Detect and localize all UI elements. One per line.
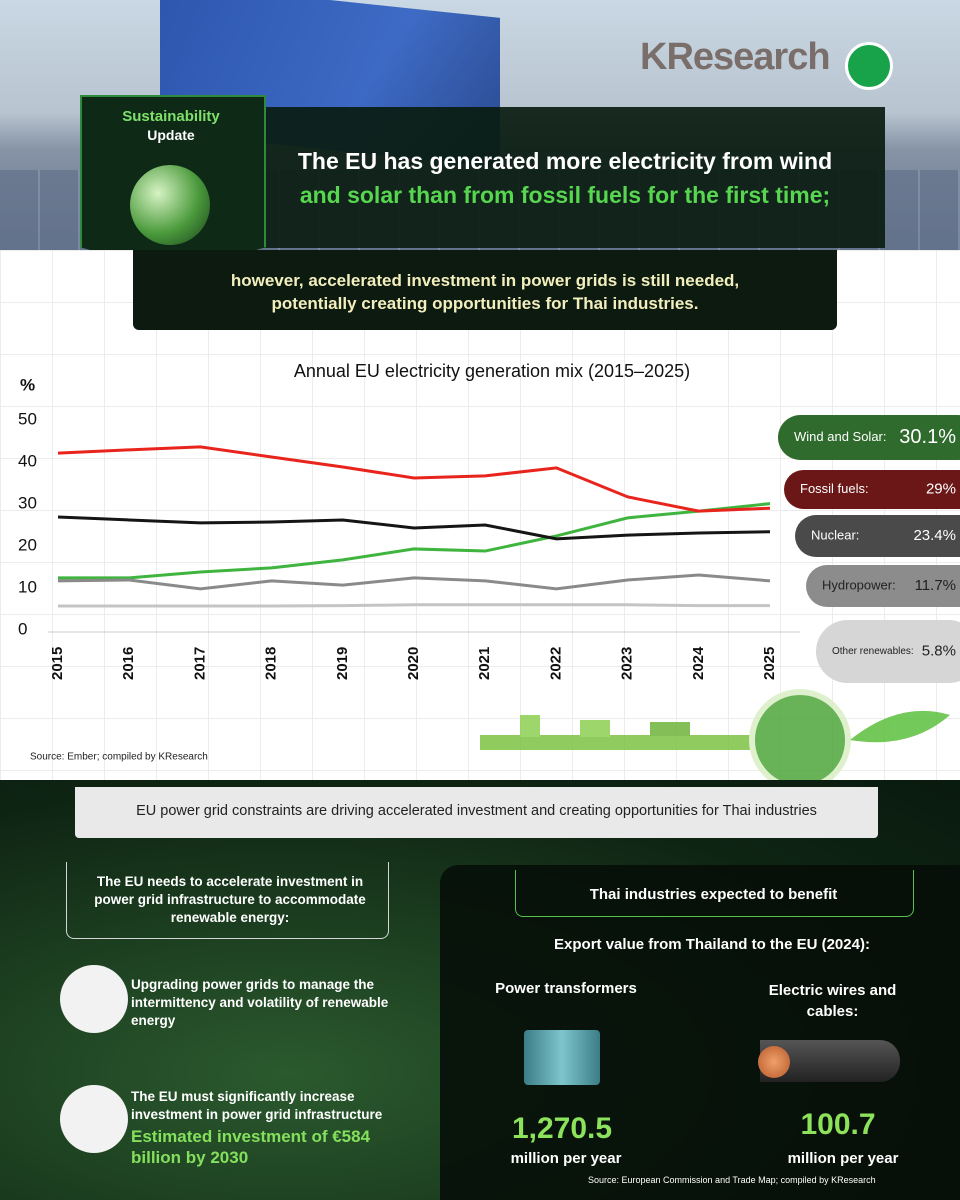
legend-label: Wind and Solar:: [794, 429, 887, 444]
subheadline-box: [133, 250, 837, 330]
right-subtitle: Export value from Thailand to the EU (20…: [554, 936, 870, 953]
chart: Annual EU electricity generation mix (20…: [18, 361, 960, 780]
y-tick-label: 50: [18, 409, 37, 428]
brand-icon: [845, 42, 893, 90]
left-title-box: [66, 862, 389, 939]
series-line: [58, 603, 770, 608]
legend-pill: [806, 565, 960, 607]
left-title: The EU needs to accelerate investment in…: [94, 874, 366, 925]
y-tick-label: 20: [18, 535, 37, 554]
x-tick-label: 2017: [191, 647, 208, 680]
legend-label: Nuclear:: [811, 527, 859, 542]
x-tick-label: 2021: [476, 647, 493, 680]
y-axis-label: %: [20, 375, 35, 394]
left-highlight: Estimated investment of €584 billion by …: [131, 1127, 371, 1167]
headline-white: The EU has generated more electricity fr…: [297, 148, 833, 174]
badge-line2: Update: [147, 127, 195, 143]
globe-icon: [130, 165, 210, 245]
x-tick-label: 2015: [49, 647, 66, 680]
legend-label: Fossil fuels:: [800, 481, 869, 496]
series-line: [58, 502, 771, 580]
series-line: [57, 445, 771, 513]
data-label: 23.4%: [913, 527, 956, 544]
legend-pill: [784, 470, 960, 509]
x-tick-label: 2023: [619, 647, 636, 680]
chart-source: Source: Ember; compiled by KResearch: [30, 752, 208, 763]
headline-box: [245, 107, 885, 248]
x-tick-label: 2020: [405, 647, 422, 680]
x-tick-label: 2018: [263, 647, 280, 680]
legend-pill: [795, 515, 960, 557]
y-tick-label: 30: [18, 493, 37, 512]
right-source: Source: European Commission and Trade Ma…: [588, 1175, 876, 1185]
y-tick-label: 10: [18, 577, 37, 596]
transformer-icon: [524, 1030, 600, 1085]
data-label: 30.1%: [899, 426, 956, 448]
left-item-2: The EU must significantly increase inves…: [131, 1089, 383, 1122]
legend-pill: [816, 620, 960, 683]
product-value: 100.7: [800, 1108, 876, 1141]
x-tick-label: 2024: [690, 646, 707, 680]
badge-line1: Sustainability: [122, 108, 220, 125]
left-item-1: Upgrading power grids to manage the inte…: [131, 977, 389, 1028]
data-label: 5.8%: [922, 642, 956, 659]
series-line: [57, 573, 771, 591]
subheadline-1: however, accelerated investment in power…: [230, 271, 740, 290]
x-tick-label: 2022: [547, 647, 564, 680]
legend-label: Hydropower:: [822, 577, 896, 592]
product-unit: million per year: [510, 1150, 622, 1167]
chart-title: Annual EU electricity generation mix (20…: [294, 361, 690, 381]
brand-logo: KResearch: [640, 36, 831, 78]
banner-text: EU power grid constraints are driving ac…: [136, 803, 817, 819]
y-tick-label: 40: [18, 451, 37, 470]
series-line: [57, 515, 771, 541]
data-label: 11.7%: [915, 577, 956, 594]
headline-green: and solar than from fossil fuels for the…: [299, 182, 831, 208]
product-value: 1,270.5: [511, 1112, 613, 1145]
data-label: 29%: [926, 480, 956, 497]
right-title-box: [515, 870, 914, 917]
product-name: Power transformers: [495, 980, 637, 997]
product-unit: million per year: [787, 1150, 899, 1167]
x-tick-label: 2019: [334, 647, 351, 680]
right-title: Thai industries expected to benefit: [589, 886, 838, 903]
cable-core: [758, 1046, 790, 1078]
x-tick-label: 2016: [120, 647, 137, 680]
banner-box: [75, 787, 878, 838]
money-icon: [60, 1085, 128, 1153]
x-tick-label: 2025: [761, 647, 778, 680]
y-tick-label: 0: [18, 619, 27, 638]
legend-pill: [778, 415, 960, 460]
legend-label: Other renewables:: [832, 646, 914, 657]
subheadline-2: potentially creating opportunities for T…: [271, 294, 699, 313]
product-name: Electric wires and cables:: [768, 982, 897, 1020]
pylon-icon: [60, 965, 128, 1033]
eco-illustration: [480, 689, 950, 780]
